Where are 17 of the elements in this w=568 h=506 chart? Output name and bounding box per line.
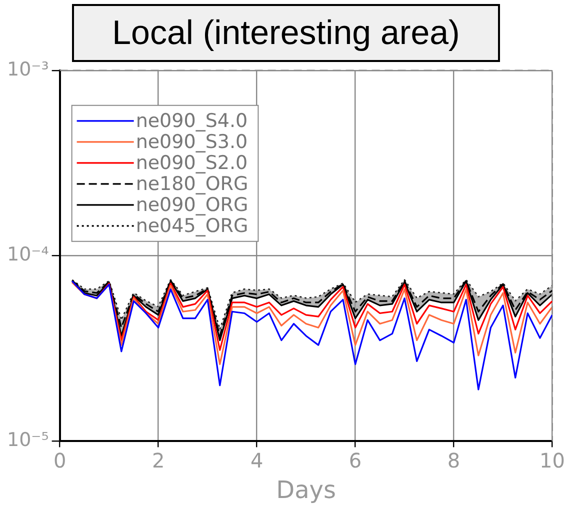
- y-tick-label: 10⁻⁵: [6, 429, 49, 452]
- x-tick-label: 0: [53, 448, 66, 472]
- x-tick-label: 8: [447, 448, 460, 472]
- legend-label: ne090_S2.0: [136, 152, 248, 174]
- legend-label: ne180_ORG: [136, 172, 248, 195]
- legend-label: ne090_S3.0: [136, 130, 248, 153]
- x-tick-label: 2: [152, 448, 165, 472]
- x-tick-label: 4: [250, 448, 264, 472]
- legend-label: ne045_ORG: [136, 214, 248, 237]
- x-tick-label: 10: [540, 448, 565, 472]
- y-tick-label: 10⁻⁴: [6, 244, 50, 266]
- x-tick-label: 6: [348, 448, 362, 472]
- chart-title: Local (interesting area): [72, 4, 500, 62]
- legend-label: ne090_ORG: [136, 194, 248, 216]
- y-tick-label: 10⁻³: [6, 58, 49, 80]
- legend-label: ne090_S4.0: [136, 110, 248, 132]
- x-axis-title: Days: [276, 476, 336, 504]
